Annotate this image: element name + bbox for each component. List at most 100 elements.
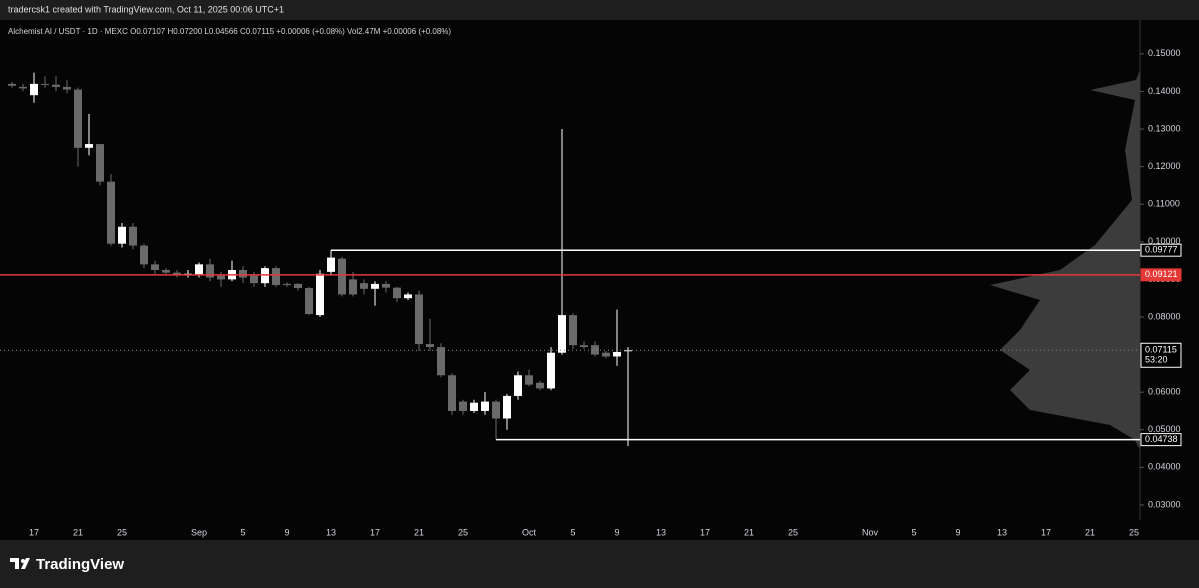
chart-area <box>0 20 1199 540</box>
candle-body <box>382 283 390 288</box>
candle-body <box>294 283 302 289</box>
x-tick-label: 25 <box>1129 527 1139 537</box>
candle-body <box>448 375 456 411</box>
level-label: 0.09121 <box>1145 269 1178 279</box>
candle-body <box>195 264 203 275</box>
candle-body <box>613 351 621 357</box>
x-tick-label: 5 <box>570 527 575 537</box>
candle-body <box>63 86 71 90</box>
candle-body <box>272 268 280 286</box>
level-tag <box>1140 433 1182 447</box>
x-tick-label: 9 <box>614 527 619 537</box>
candle-body <box>206 264 214 278</box>
last-price-label: 0.07115 <box>1145 345 1177 355</box>
y-tick-label: 0.14000 <box>1148 86 1181 96</box>
candle-body <box>162 270 170 273</box>
candle-body <box>349 279 357 295</box>
candle-body <box>459 401 467 411</box>
x-tick-label: 5 <box>240 527 245 537</box>
x-tick-label: 17 <box>1041 527 1051 537</box>
volume-profile <box>990 70 1140 450</box>
candle-body <box>239 270 247 278</box>
candle-body <box>547 352 555 389</box>
x-tick-label: Sep <box>191 527 207 537</box>
x-tick-label: 25 <box>117 527 127 537</box>
candle-body <box>250 275 258 284</box>
x-tick-label: 21 <box>1085 527 1095 537</box>
y-tick-label: 0.11000 <box>1148 199 1180 209</box>
candle-body <box>415 294 423 345</box>
candle-body <box>30 83 38 96</box>
level-tag <box>1140 243 1182 257</box>
y-tick-label: 0.04000 <box>1148 462 1181 472</box>
candle-body <box>470 402 478 411</box>
candle-body <box>404 294 412 299</box>
candle-body <box>118 226 126 244</box>
candle-body <box>74 89 82 148</box>
candle-body <box>536 382 544 389</box>
candle-body <box>602 352 610 357</box>
x-tick-label: 13 <box>656 527 666 537</box>
candle-body <box>305 288 313 314</box>
candle-body <box>173 272 181 275</box>
candle-body <box>371 283 379 289</box>
x-tick-label: 13 <box>326 527 336 537</box>
candle-body <box>591 345 599 355</box>
y-tick-label: 0.03000 <box>1148 499 1181 509</box>
y-tick-label: 0.15000 <box>1148 48 1181 58</box>
tradingview-logo <box>10 558 30 569</box>
candle-body <box>437 347 445 376</box>
candle-body <box>316 273 324 316</box>
x-tick-label: 9 <box>955 527 960 537</box>
candle-body <box>393 287 401 299</box>
candle-body <box>580 345 588 348</box>
x-tick-label: 17 <box>29 527 39 537</box>
x-tick-label: 13 <box>997 527 1007 537</box>
last-price-tag <box>1140 342 1182 368</box>
x-tick-label: 17 <box>700 527 710 537</box>
x-tick-label: 21 <box>414 527 424 537</box>
candle-body <box>217 275 225 280</box>
top-bar <box>0 0 1199 20</box>
candle-body <box>503 395 511 419</box>
y-tick-label: 0.12000 <box>1148 161 1181 171</box>
legend: Alchemist AI / USDT · 1D · MEXC O0.07107… <box>8 27 451 36</box>
y-tick-label: 0.05000 <box>1148 424 1181 434</box>
candle-body <box>426 344 434 348</box>
level-tag <box>1140 268 1182 282</box>
header-text: tradercsk1 created with TradingView.com,… <box>8 4 284 14</box>
candle-body <box>283 283 291 286</box>
x-tick-label: 5 <box>911 527 916 537</box>
candle-body <box>151 264 159 270</box>
candle-body <box>41 83 49 85</box>
candle-body <box>558 315 566 353</box>
level-label: 0.09777 <box>1145 245 1178 255</box>
x-tick-label: 21 <box>744 527 754 537</box>
candle-body <box>85 144 93 148</box>
x-tick-label: 21 <box>73 527 83 537</box>
x-tick-label: 25 <box>458 527 468 537</box>
candle-body <box>327 257 335 272</box>
y-tick-label: 0.06000 <box>1148 387 1181 397</box>
y-tick-label: 0.08000 <box>1148 311 1181 321</box>
candle-body <box>19 86 27 89</box>
x-tick-label: Nov <box>862 527 879 537</box>
candle-body <box>96 144 104 182</box>
candle-body <box>140 245 148 265</box>
footer-brand: TradingView <box>36 556 124 573</box>
x-tick-label: 17 <box>370 527 380 537</box>
candle-body <box>8 83 16 86</box>
countdown: 53:20 <box>1145 355 1168 365</box>
level-label: 0.04738 <box>1145 434 1178 444</box>
candle-body <box>569 315 577 346</box>
candle-body <box>338 258 346 295</box>
candle-body <box>492 401 500 419</box>
x-tick-label: 25 <box>788 527 798 537</box>
candle-body <box>360 283 368 289</box>
candle-body <box>514 375 522 396</box>
footer-bar <box>0 540 1199 588</box>
x-tick-label: 9 <box>284 527 289 537</box>
candle-body <box>261 268 269 284</box>
candle-body <box>52 84 60 87</box>
